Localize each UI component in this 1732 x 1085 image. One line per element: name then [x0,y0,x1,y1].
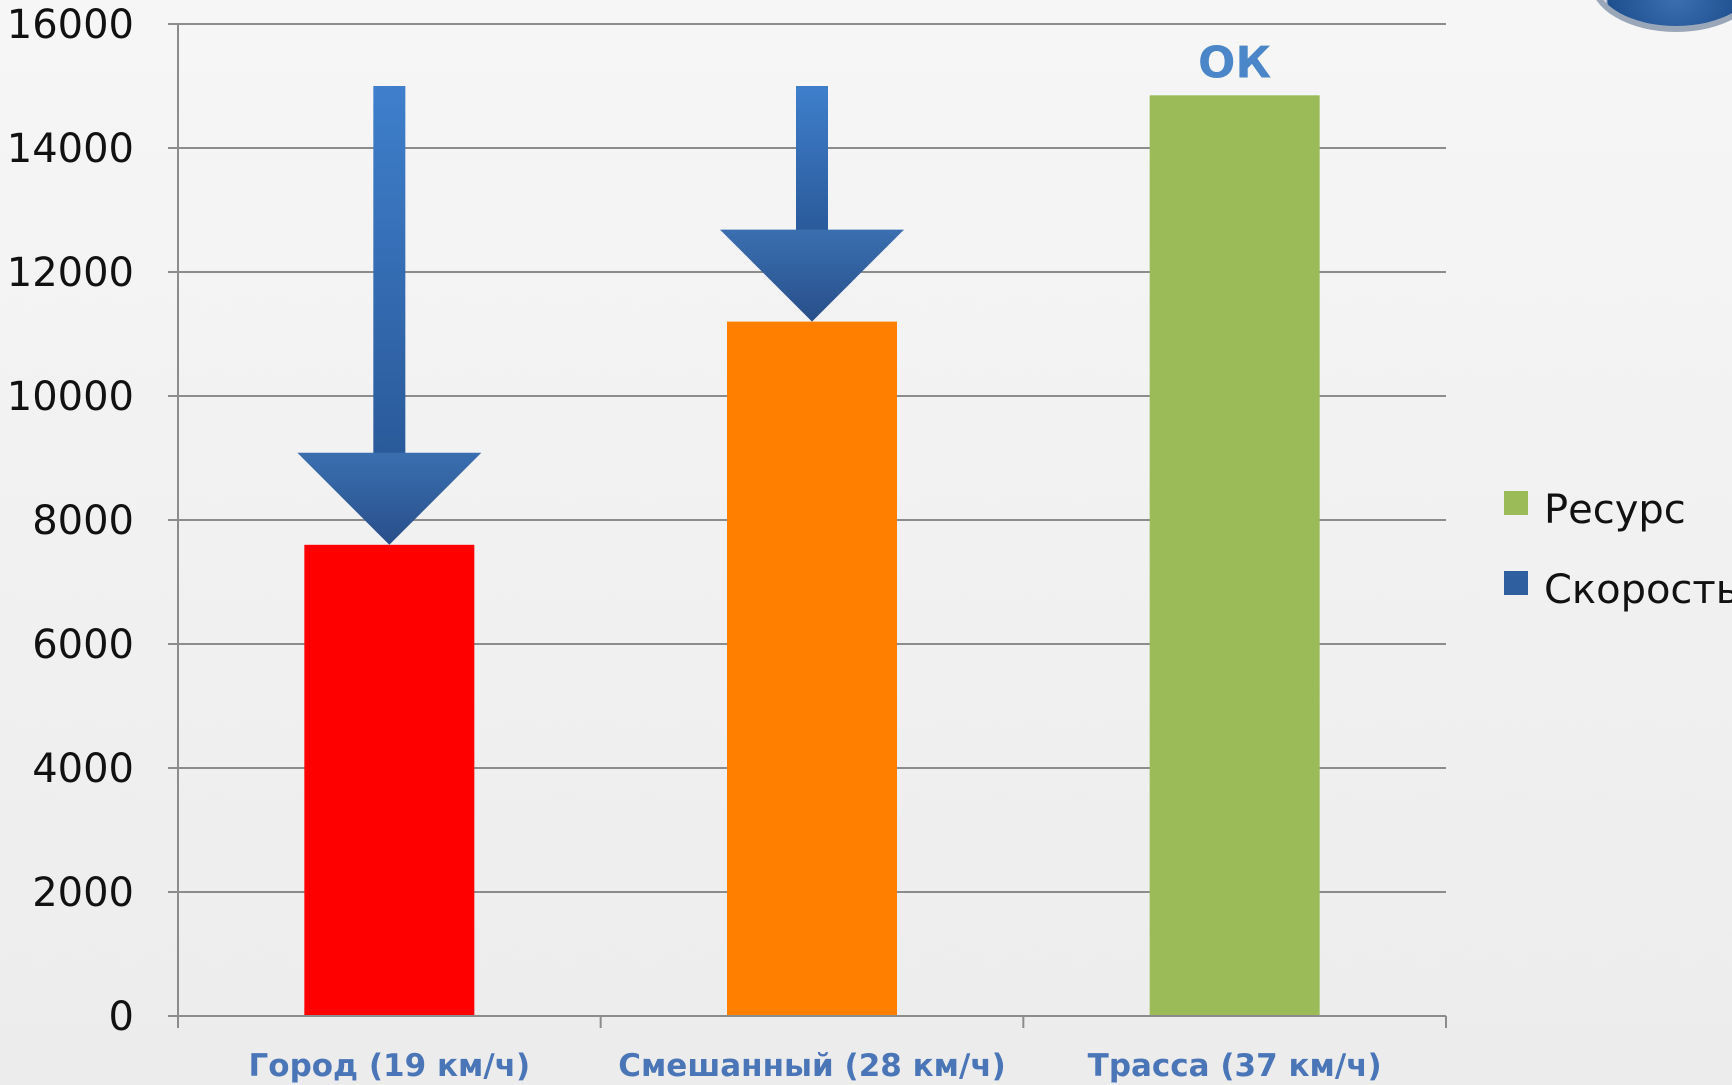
y-tick-label: 8000 [32,498,134,544]
speed-arrow-shaft [373,86,406,455]
y-tick-label: 12000 [7,250,134,296]
bar-annotation: ОК [1198,37,1271,88]
axes [168,23,1447,1028]
x-tick-label: Трасса (37 км/ч) [1088,1048,1382,1084]
bar [304,544,475,1016]
y-tick-label: 0 [109,994,134,1040]
legend-label: Ресурс [1544,487,1686,533]
legend: Ресурс Скорость [1504,487,1732,613]
speed-arrows [297,86,904,545]
axis-labels: 0 2000 4000 6000 8000 10000 12000 14000 16000 Гор… [7,2,1382,1084]
bar [727,321,897,1017]
y-tick-label: 4000 [32,746,134,792]
x-tick-label: Смешанный (28 км/ч) [618,1048,1006,1084]
y-tick-label: 16000 [7,2,134,48]
legend-swatch [1504,491,1528,515]
y-tick-label: 14000 [7,126,134,172]
x-tick-label: Город (19 км/ч) [249,1048,531,1084]
speed-arrow-shaft [796,86,828,232]
y-tick-label: 6000 [32,622,134,668]
y-tick-label: 10000 [7,374,134,420]
legend-label: Скорость [1544,567,1732,613]
legend-swatch [1504,571,1528,595]
bars [304,95,1320,1017]
speed-arrow-head [297,452,482,545]
bar [1149,95,1320,1017]
y-tick-label: 2000 [32,870,134,916]
speed-arrow-head [720,229,904,322]
